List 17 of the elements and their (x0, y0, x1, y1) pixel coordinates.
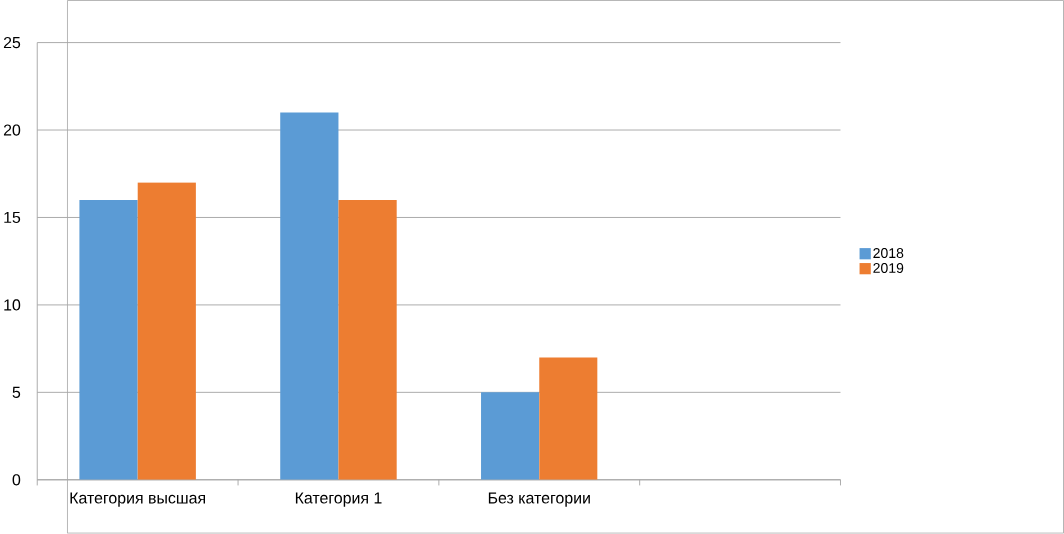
bar (280, 112, 339, 480)
y-tick-label: 0 (12, 474, 21, 486)
y-tick-label: 5 (12, 386, 21, 399)
legend-label: 2018 (873, 248, 904, 259)
bar (338, 200, 397, 480)
x-tick-label: Категория 1 (295, 492, 382, 507)
x-tick-label: Без категории (488, 492, 590, 507)
x-tick-label: Категория высшая (70, 492, 205, 507)
y-tick-label: 25 (3, 37, 21, 49)
bar (137, 182, 196, 480)
y-tick-label: 20 (3, 124, 21, 136)
bar (79, 200, 138, 480)
y-tick-label: 15 (4, 212, 21, 224)
bar (481, 392, 540, 480)
legend-label: 2019 (873, 263, 904, 274)
y-tick-label: 10 (4, 299, 21, 311)
bar (539, 357, 598, 480)
